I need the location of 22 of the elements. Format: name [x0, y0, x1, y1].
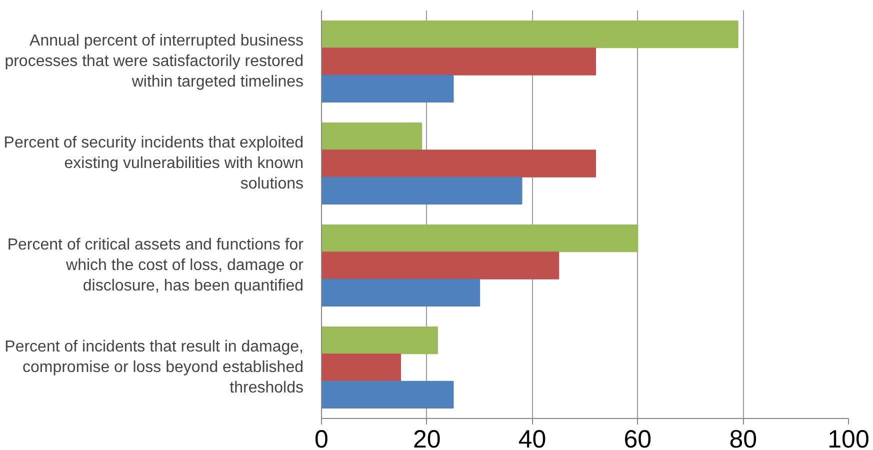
bar — [322, 20, 738, 48]
x-tick-label: 100 — [828, 426, 870, 450]
x-tick-label: 20 — [412, 426, 441, 450]
x-tick-label: 80 — [729, 426, 758, 450]
x-tick-label: 40 — [518, 426, 546, 450]
y-tick-label: Percent of security incidents that exploited existing vulnerabilities with known solutions — [4, 134, 304, 192]
bar — [322, 48, 596, 76]
bar — [322, 278, 480, 307]
bar — [322, 252, 560, 280]
bar — [322, 354, 402, 382]
bar — [322, 224, 638, 252]
bar — [322, 380, 454, 409]
bar — [322, 176, 522, 205]
x-tick-label: 0 — [314, 426, 328, 450]
bar — [322, 74, 454, 103]
bar — [322, 150, 596, 178]
y-tick-label: Percent of critical assets and functions for which the cost of loss, damage or disclosure, has been quantified — [7, 236, 304, 294]
y-tick-label: Percent of incidents that result in damage, compromise or loss beyond established thresholds — [4, 338, 304, 396]
y-tick-label: Annual percent of interrupted business processes that were satisfactorily restored within targeted timelines — [4, 32, 304, 90]
bar — [322, 326, 438, 354]
bar — [322, 122, 422, 150]
x-tick-label: 60 — [624, 426, 652, 450]
